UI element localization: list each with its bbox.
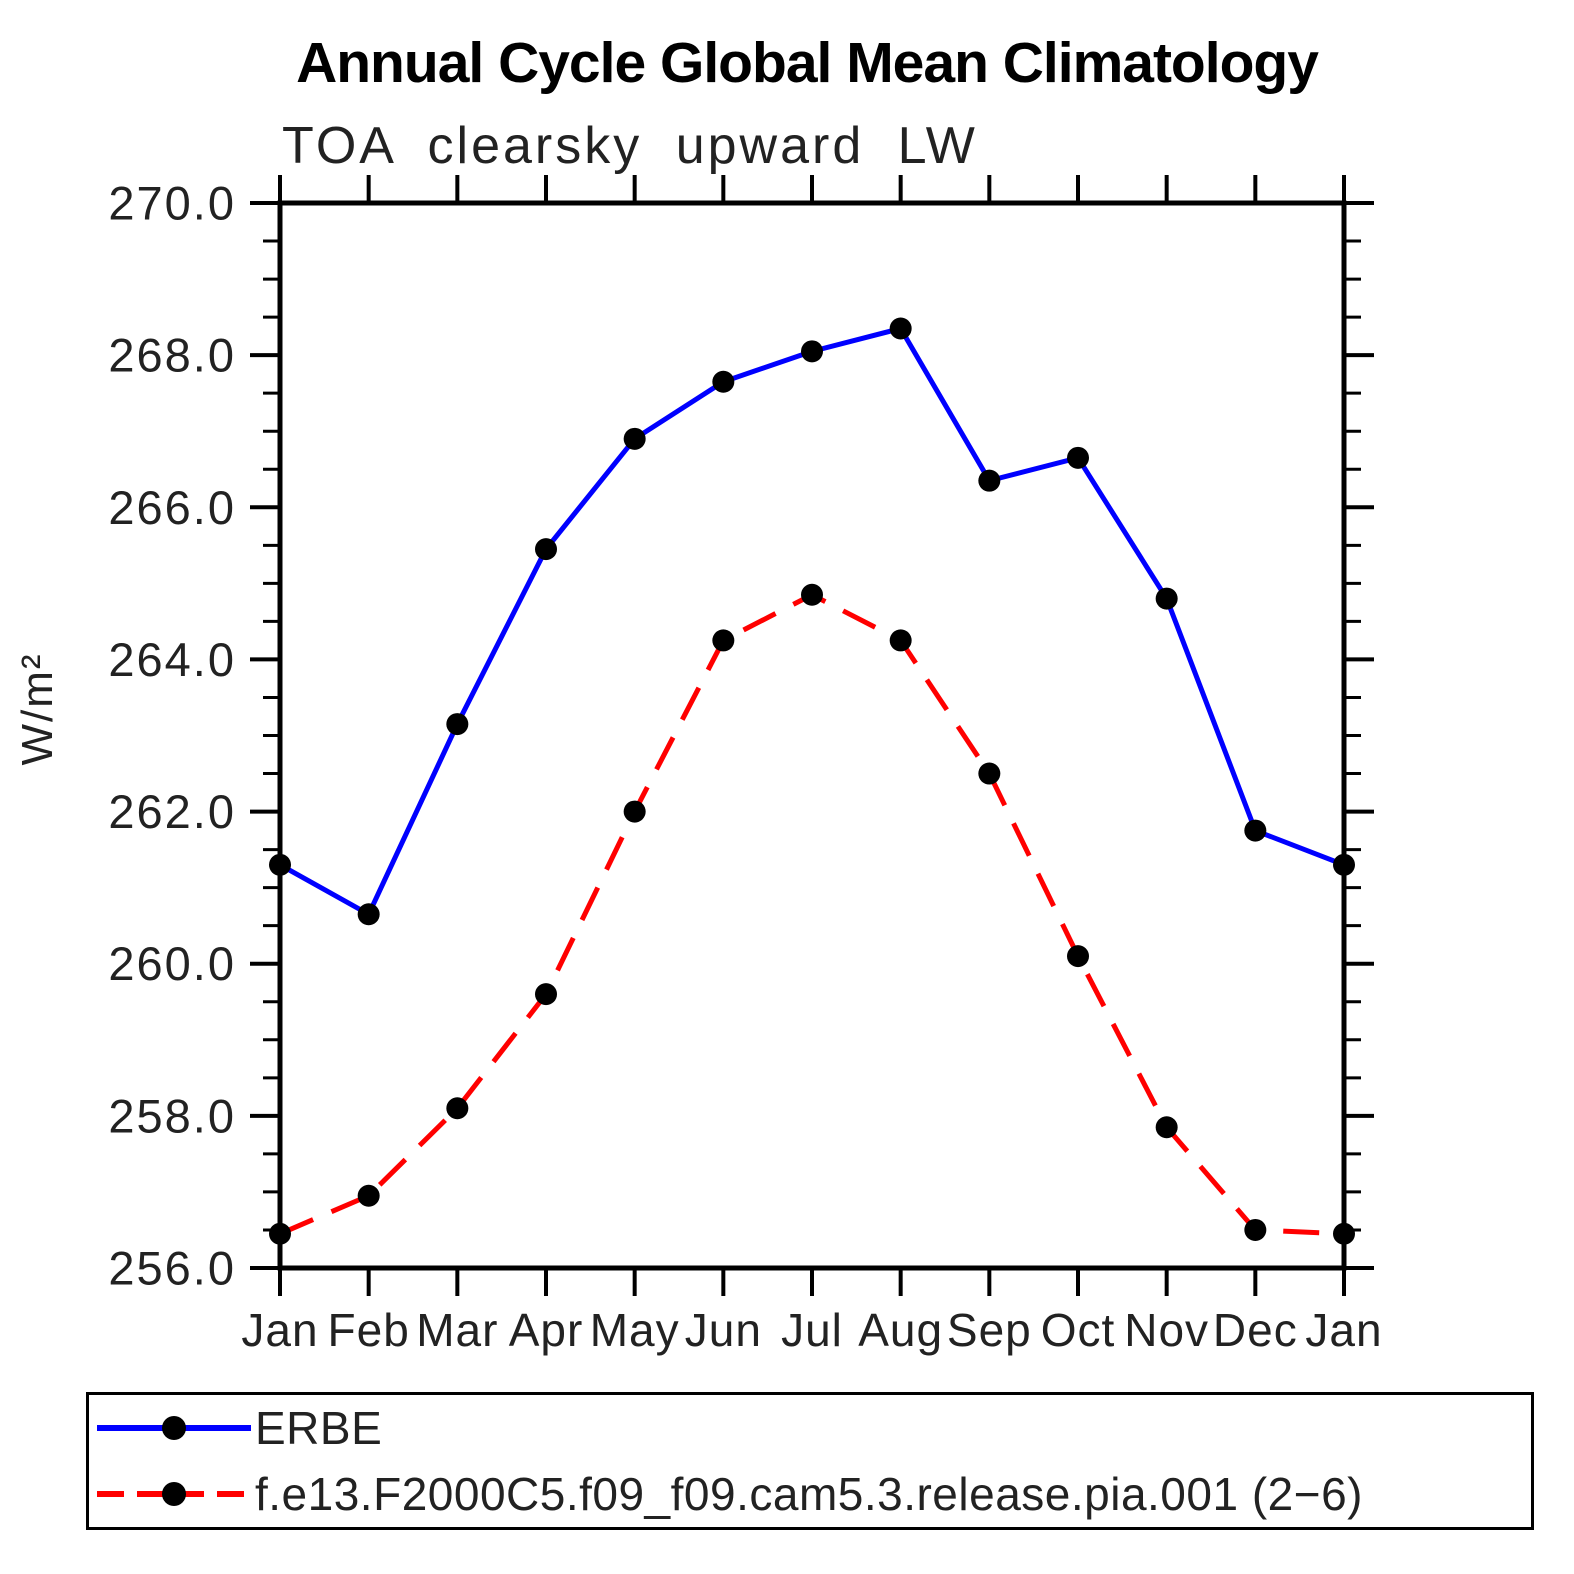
series-1-marker	[1244, 1218, 1267, 1241]
x-tick-label: Mar	[416, 1304, 498, 1356]
y-tick-label: 258.0	[108, 1089, 236, 1142]
series-0-marker	[357, 903, 380, 926]
y-tick-label: 264.0	[108, 633, 236, 686]
legend-row-model: f.e13.F2000C5.f09_f09.cam5.3.release.pia…	[89, 1461, 1531, 1527]
x-tick-label: Jan	[1305, 1304, 1382, 1356]
series-1-marker	[269, 1222, 291, 1245]
series-1-marker	[1333, 1222, 1355, 1245]
series-0-marker	[1244, 819, 1267, 842]
series-line-1	[279, 591, 1345, 1237]
chart-subtitle: TOA clearsky upward LW	[282, 117, 978, 175]
y-tick-label: 270.0	[108, 177, 236, 230]
series-1-marker	[357, 1184, 380, 1207]
series-1-marker	[446, 1097, 469, 1120]
x-tick-label: Nov	[1124, 1304, 1209, 1356]
x-tick-label: Sep	[947, 1304, 1032, 1356]
y-tick-label: 256.0	[108, 1242, 236, 1295]
series-0-marker	[535, 538, 557, 561]
y-tick-label: 268.0	[108, 329, 236, 382]
y-tick-label: 260.0	[108, 937, 236, 990]
x-tick-label: Oct	[1041, 1304, 1116, 1356]
legend-row-erbe: ERBE	[89, 1395, 1531, 1461]
series-0-marker	[269, 853, 291, 876]
legend-label-model: f.e13.F2000C5.f09_f09.cam5.3.release.pia…	[255, 1468, 1363, 1520]
series-1-marker	[1067, 945, 1089, 968]
series-0-marker	[1333, 853, 1355, 876]
series-0-marker	[1155, 587, 1178, 610]
series-0-marker	[801, 340, 823, 363]
x-tick-label: Apr	[509, 1304, 584, 1356]
series-1-marker	[978, 762, 1001, 785]
series-0-marker	[889, 317, 912, 340]
y-axis-label: W/m²	[13, 652, 62, 765]
x-tick-label: Feb	[328, 1304, 410, 1356]
series-0-marker	[712, 370, 735, 393]
legend: ERBE f.e13.F2000C5.f09_f09.cam5.3.releas…	[86, 1392, 1534, 1530]
x-tick-label: Jan	[241, 1304, 318, 1356]
series-1-marker	[535, 983, 557, 1006]
chart-title: Annual Cycle Global Mean Climatology	[296, 31, 1319, 95]
series-1-marker	[889, 629, 912, 652]
x-tick-label: Jun	[685, 1304, 762, 1356]
legend-label-erbe: ERBE	[255, 1402, 383, 1454]
model-dashed-line-marker-icon	[97, 1482, 251, 1506]
x-tick-label: Dec	[1213, 1304, 1298, 1356]
series-1-marker	[712, 629, 735, 652]
series-0-marker	[623, 427, 646, 450]
series-1-marker	[801, 583, 823, 606]
x-tick-label: Jul	[781, 1304, 843, 1356]
x-tick-label: May	[590, 1304, 680, 1356]
series-1-marker	[623, 800, 646, 823]
erbe-line-marker-icon	[97, 1416, 251, 1440]
series-line-0	[278, 325, 1345, 918]
axis-frame	[277, 200, 1347, 1271]
y-tick-label: 266.0	[108, 481, 236, 534]
series-0-marker	[1067, 446, 1089, 469]
series-0-marker	[446, 713, 469, 736]
y-tick-label: 262.0	[108, 785, 236, 838]
series-1-marker	[1155, 1116, 1178, 1139]
series-0-marker	[978, 469, 1001, 492]
x-tick-label: Aug	[858, 1304, 943, 1356]
